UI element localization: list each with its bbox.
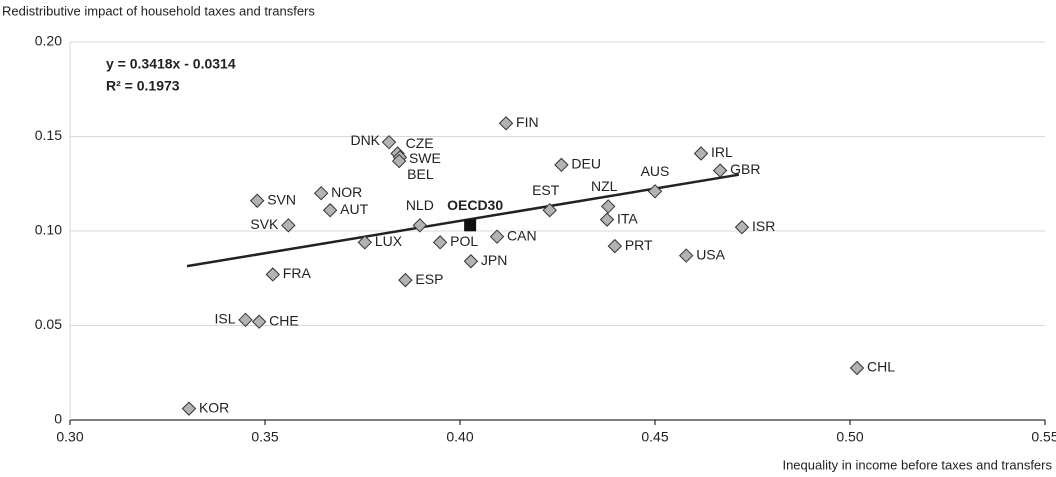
point (313, 185, 329, 201)
x-tick-label: 0.30 (56, 429, 83, 445)
y-tick-label: 0.20 (35, 33, 62, 49)
point (463, 254, 479, 269)
point-label: SWE (409, 150, 441, 166)
point (391, 153, 407, 169)
point (265, 267, 281, 282)
point (322, 203, 338, 218)
point (712, 163, 728, 178)
point-label: USA (696, 246, 725, 262)
y-tick-label: 0.10 (35, 222, 62, 238)
highlight-point (464, 219, 477, 232)
point (600, 199, 616, 214)
point (381, 134, 397, 150)
point-label: JPN (481, 252, 507, 268)
point-label: FRA (283, 265, 312, 281)
point-label: ITA (617, 210, 638, 226)
point (281, 218, 296, 233)
point (542, 203, 557, 218)
point (554, 157, 569, 173)
point-label: AUS (641, 163, 670, 179)
point-label: NZL (591, 178, 618, 194)
point-label: NOR (331, 184, 362, 200)
y-tick-label: 0 (54, 411, 62, 427)
x-axis-label: Inequality in income before taxes and tr… (782, 457, 1052, 472)
x-tick-label: 0.55 (1031, 429, 1056, 445)
point (412, 218, 428, 233)
point (647, 184, 663, 199)
point (678, 248, 694, 263)
point-label: PRT (625, 237, 653, 253)
point-label: CZE (406, 135, 434, 151)
point (398, 272, 413, 288)
point-label: DEU (571, 156, 601, 172)
point (849, 360, 865, 376)
point (599, 212, 615, 227)
trend-line (186, 173, 740, 268)
y-tick-label: 0.15 (35, 127, 62, 143)
x-tick-label: 0.50 (836, 429, 863, 445)
point (432, 235, 448, 250)
point (498, 116, 514, 131)
point-label: CHL (867, 359, 895, 375)
point-label: AUT (340, 201, 368, 217)
y-tick-label: 0.05 (35, 316, 62, 332)
point (693, 146, 709, 161)
point (607, 238, 623, 254)
point (251, 314, 267, 329)
point-label: EST (532, 182, 560, 198)
point-label: POL (450, 233, 478, 249)
point-label: ESP (415, 271, 443, 287)
x-tick-label: 0.35 (251, 429, 278, 445)
y-axis-label: Redistributive impact of household taxes… (2, 3, 315, 18)
point-label: NLD (406, 197, 434, 213)
point-label: CAN (507, 227, 537, 243)
x-tick-label: 0.45 (641, 429, 668, 445)
point (238, 312, 253, 328)
point (357, 235, 373, 250)
point-label: LUX (375, 233, 403, 249)
point-label: CHE (269, 312, 299, 328)
point-label: SVK (250, 216, 279, 232)
point-label: FIN (516, 114, 539, 130)
point-label: KOR (199, 399, 229, 415)
point (181, 401, 197, 416)
point-label: ISR (752, 218, 775, 234)
highlight-label: OECD30 (447, 197, 503, 213)
point (489, 229, 505, 244)
point (249, 193, 265, 208)
point (734, 220, 750, 235)
x-tick-label: 0.40 (446, 429, 473, 445)
equation: y = 0.3418x - 0.0314 (106, 56, 236, 72)
point-label: ISL (214, 311, 235, 327)
point-label: IRL (711, 144, 733, 160)
point-label: GBR (730, 161, 760, 177)
point-label: SVN (267, 191, 296, 207)
point-label: BEL (407, 166, 434, 182)
r-squared: R² = 0.1973 (106, 78, 180, 94)
point-label: DNK (350, 132, 380, 148)
